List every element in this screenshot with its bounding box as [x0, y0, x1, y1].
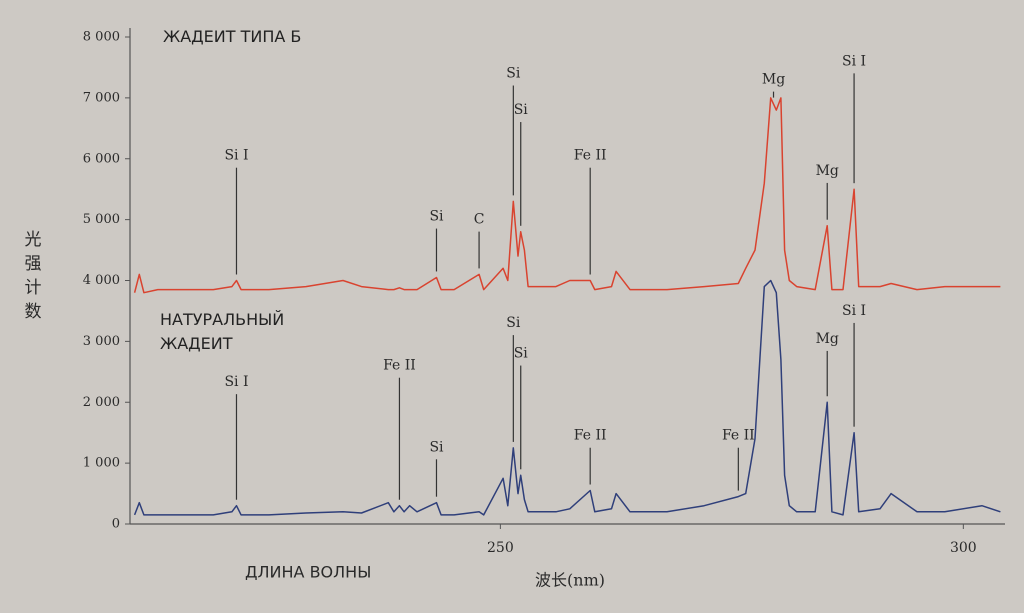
- y-tick-label: 4 000: [83, 273, 120, 288]
- peak-label: Fe II: [574, 148, 607, 164]
- y-tick-label: 6 000: [83, 151, 120, 166]
- y-axis-label: 光强计数: [25, 230, 42, 322]
- peak-label: C: [474, 212, 485, 228]
- peak-label: Mg: [816, 331, 839, 347]
- peak-label: Mg: [762, 72, 785, 88]
- series-label: НАТУРАЛЬНЫЙ ЖАДЕИТ: [160, 310, 285, 353]
- peak-label: Si I: [842, 53, 866, 69]
- y-tick-label: 5 000: [83, 212, 120, 227]
- peak-label: Fe II: [383, 358, 416, 374]
- peak-label: Fe II: [722, 428, 755, 444]
- x-axis-label: 波长(nm): [535, 571, 605, 590]
- caption: ДЛИНА ВОЛНЫ: [245, 563, 371, 582]
- y-tick-label: 7 000: [83, 90, 120, 105]
- peak-label: Fe II: [574, 428, 607, 444]
- peak-label: Si: [429, 209, 444, 225]
- y-tick-label: 3 000: [83, 334, 120, 349]
- peak-label: Si I: [224, 374, 248, 390]
- spectrum-line: [133, 97, 1001, 294]
- peak-label: Si: [514, 102, 529, 118]
- peak-label: Si: [514, 346, 529, 362]
- peak-label: Si: [506, 66, 521, 82]
- spectrum-line: [133, 279, 1001, 516]
- peak-label: Mg: [816, 163, 839, 179]
- peak-label: Si: [506, 315, 521, 331]
- y-tick-label: 1 000: [83, 456, 120, 471]
- y-tick-label: 2 000: [83, 395, 120, 410]
- peak-label: Si I: [842, 303, 866, 319]
- peak-label: Si I: [224, 148, 248, 164]
- y-tick-label: 8 000: [83, 30, 120, 45]
- series-label: ЖАДЕИТ ТИПА Б: [163, 27, 302, 46]
- x-tick-label: 250: [487, 540, 514, 556]
- y-tick-label: 0: [112, 517, 120, 532]
- peak-label: Si: [429, 439, 444, 455]
- x-tick-label: 300: [950, 540, 977, 556]
